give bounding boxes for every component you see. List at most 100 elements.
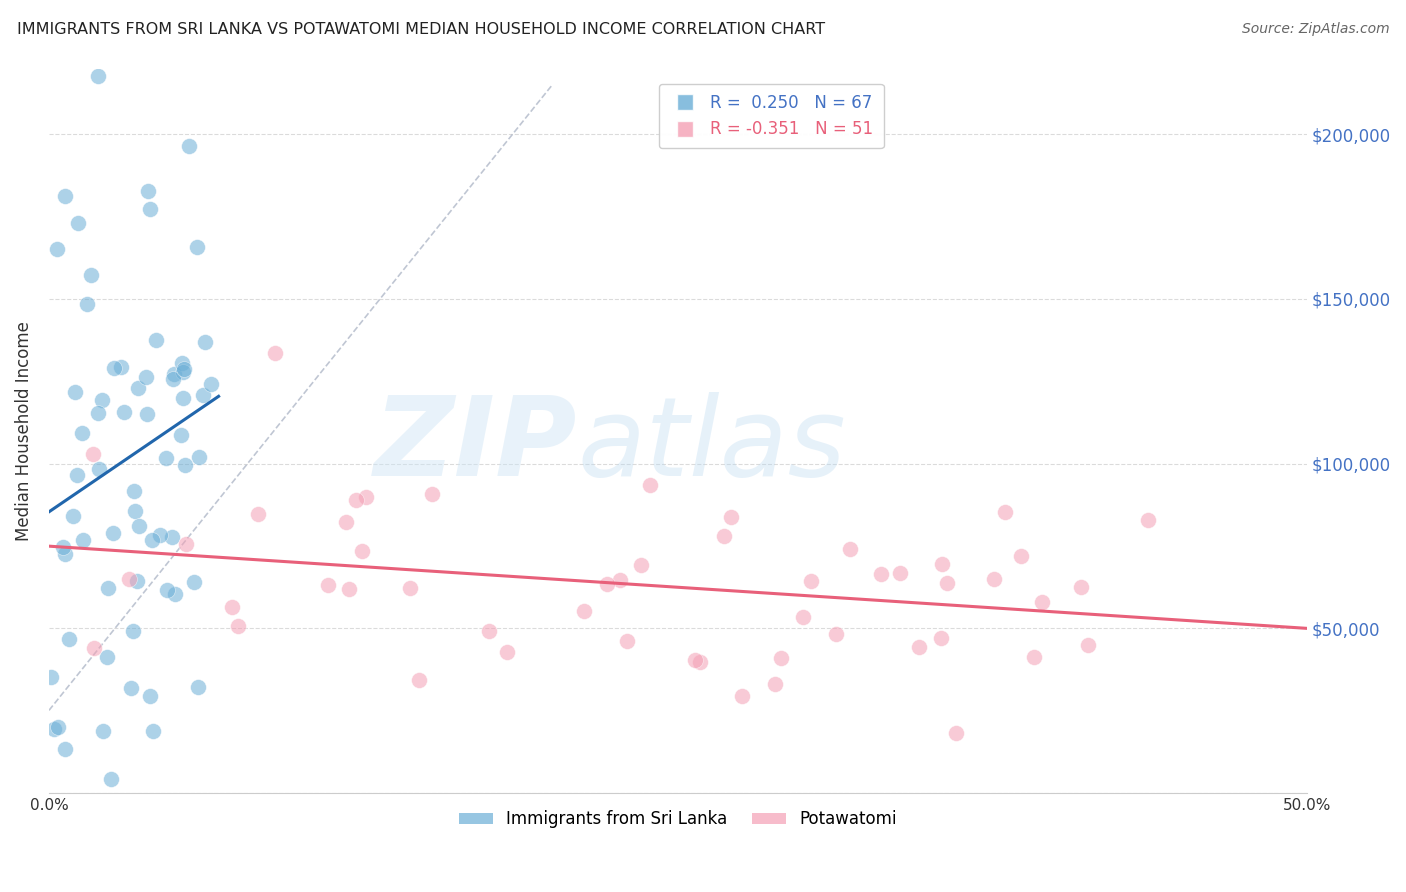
Point bbox=[91, 393, 114, 408]
Point bbox=[1077, 638, 1099, 652]
Text: ZIP: ZIP bbox=[374, 392, 578, 499]
Point bbox=[46, 720, 69, 734]
Point bbox=[908, 640, 931, 654]
Point bbox=[125, 574, 148, 589]
Point bbox=[80, 268, 103, 283]
Point bbox=[420, 487, 443, 501]
Point bbox=[994, 505, 1017, 519]
Point bbox=[1022, 650, 1045, 665]
Point bbox=[1137, 513, 1160, 527]
Point bbox=[685, 653, 707, 667]
Point bbox=[111, 47, 134, 62]
Point bbox=[246, 507, 269, 521]
Point bbox=[122, 484, 145, 499]
Point bbox=[120, 681, 142, 696]
Point bbox=[170, 428, 193, 442]
Point bbox=[221, 599, 243, 614]
Point bbox=[630, 558, 652, 572]
Point bbox=[135, 370, 157, 384]
Point bbox=[945, 726, 967, 740]
Point bbox=[935, 575, 957, 590]
Point bbox=[103, 361, 125, 376]
Point bbox=[149, 528, 172, 542]
Point bbox=[124, 504, 146, 518]
Point bbox=[87, 406, 110, 420]
Point bbox=[200, 376, 222, 391]
Point bbox=[931, 558, 953, 572]
Y-axis label: Median Household Income: Median Household Income bbox=[15, 320, 32, 541]
Point bbox=[72, 425, 94, 440]
Point bbox=[136, 184, 159, 198]
Point bbox=[45, 243, 67, 257]
Point bbox=[889, 566, 911, 580]
Point bbox=[399, 582, 422, 596]
Point bbox=[1070, 580, 1092, 594]
Point bbox=[173, 391, 195, 405]
Point bbox=[156, 582, 179, 597]
Point bbox=[96, 649, 118, 664]
Point bbox=[350, 544, 373, 558]
Point bbox=[731, 689, 754, 703]
Point bbox=[408, 673, 430, 687]
Point bbox=[800, 574, 823, 588]
Point bbox=[765, 677, 787, 691]
Point bbox=[187, 680, 209, 694]
Point bbox=[713, 529, 735, 543]
Point bbox=[172, 356, 194, 370]
Point bbox=[150, 28, 173, 42]
Text: Source: ZipAtlas.com: Source: ZipAtlas.com bbox=[1241, 22, 1389, 37]
Point bbox=[179, 138, 201, 153]
Point bbox=[110, 360, 132, 375]
Point bbox=[58, 632, 80, 646]
Point bbox=[183, 575, 205, 590]
Point bbox=[689, 655, 711, 669]
Point bbox=[1010, 549, 1032, 563]
Point bbox=[226, 619, 249, 633]
Point bbox=[825, 627, 848, 641]
Point bbox=[616, 633, 638, 648]
Point bbox=[316, 578, 339, 592]
Point bbox=[145, 333, 167, 347]
Point bbox=[91, 724, 114, 739]
Point bbox=[39, 670, 62, 684]
Point bbox=[609, 573, 631, 587]
Point bbox=[138, 689, 160, 703]
Point bbox=[53, 189, 76, 203]
Point bbox=[118, 572, 141, 586]
Point bbox=[173, 361, 195, 376]
Point bbox=[1031, 595, 1053, 609]
Point bbox=[128, 519, 150, 533]
Point bbox=[188, 450, 211, 464]
Point bbox=[929, 632, 952, 646]
Point bbox=[66, 216, 89, 230]
Point bbox=[86, 69, 108, 83]
Point bbox=[983, 572, 1005, 586]
Point bbox=[100, 772, 122, 786]
Point bbox=[52, 541, 75, 555]
Point bbox=[193, 388, 215, 402]
Point bbox=[720, 510, 742, 524]
Point bbox=[354, 490, 377, 504]
Text: IMMIGRANTS FROM SRI LANKA VS POTAWATOMI MEDIAN HOUSEHOLD INCOME CORRELATION CHAR: IMMIGRANTS FROM SRI LANKA VS POTAWATOMI … bbox=[17, 22, 825, 37]
Point bbox=[141, 533, 163, 547]
Point bbox=[155, 451, 177, 466]
Point bbox=[101, 526, 124, 541]
Point bbox=[478, 624, 501, 638]
Point bbox=[66, 467, 89, 482]
Point bbox=[83, 641, 105, 656]
Point bbox=[82, 447, 104, 461]
Point bbox=[496, 645, 519, 659]
Point bbox=[640, 477, 662, 491]
Point bbox=[72, 533, 94, 548]
Point bbox=[194, 335, 217, 350]
Point bbox=[97, 581, 120, 595]
Point bbox=[87, 462, 110, 476]
Point bbox=[42, 722, 65, 736]
Point bbox=[264, 346, 287, 360]
Point bbox=[572, 604, 595, 618]
Point bbox=[122, 624, 145, 638]
Point bbox=[142, 723, 165, 738]
Point bbox=[62, 509, 84, 524]
Point bbox=[769, 651, 792, 665]
Point bbox=[839, 542, 862, 557]
